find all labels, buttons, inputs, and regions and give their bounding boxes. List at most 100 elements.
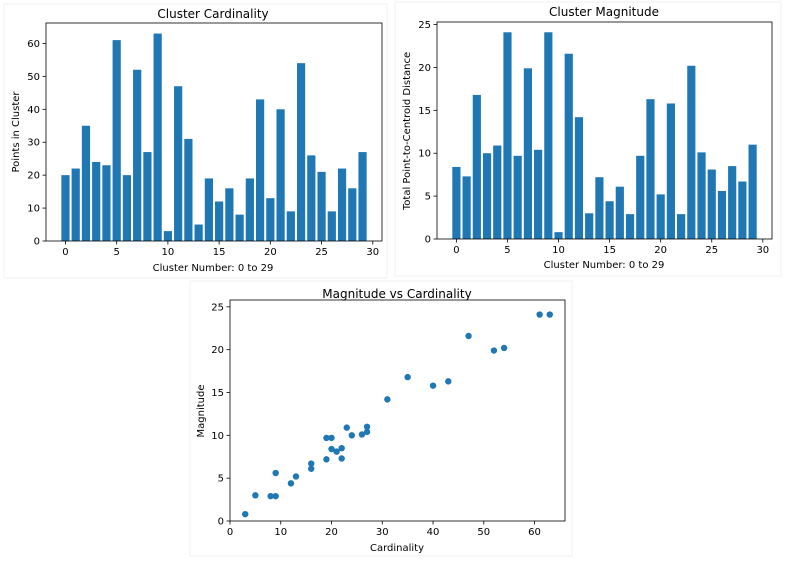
bar: [595, 177, 604, 239]
bar: [92, 161, 101, 241]
scatter-point: [242, 510, 249, 518]
bar: [215, 201, 224, 241]
y-tick-label: 5: [425, 192, 431, 203]
bar: [656, 194, 665, 239]
y-tick-label: 15: [418, 106, 431, 117]
bar: [204, 178, 213, 241]
bar: [666, 103, 675, 240]
bar: [266, 198, 275, 241]
x-tick-label: 50: [477, 527, 490, 538]
x-tick-label: 25: [315, 247, 328, 258]
axes-frame: [229, 299, 566, 522]
bar: [574, 117, 584, 239]
y-tick-label: 20: [27, 171, 40, 182]
x-tick-label: 5: [113, 247, 119, 258]
y-tick-label: 15: [211, 388, 224, 399]
x-tick-label: 20: [654, 245, 667, 256]
bar: [256, 99, 265, 241]
x-tick-label: 0: [62, 247, 68, 258]
axes-frame: [45, 22, 383, 242]
x-tick-label: 20: [264, 247, 277, 258]
bar: [71, 168, 80, 241]
bar: [717, 190, 727, 239]
bar: [513, 155, 522, 239]
chart-scatter: 0 10 20 30 40 50 60 0 5 10 15 20 25: [211, 299, 566, 538]
scatter-point: [429, 382, 437, 389]
bar: [337, 168, 347, 241]
bar: [605, 201, 614, 239]
bar: [112, 40, 121, 241]
scatter-point: [267, 492, 274, 500]
y-tick-label: 30: [27, 138, 40, 149]
scatter-point: [328, 445, 335, 453]
scatter-point: [536, 311, 543, 318]
bar: [317, 171, 326, 241]
bar: [697, 152, 706, 239]
y-tick-label: 60: [27, 39, 40, 50]
x-tick-label: 30: [756, 245, 769, 256]
y-tick-label: 25: [211, 302, 224, 313]
y-tick-label: 25: [418, 20, 431, 31]
x-tick-label: 10: [274, 527, 287, 538]
scatter-point: [404, 373, 411, 381]
x-tick-label: 0: [453, 245, 459, 256]
bar: [61, 175, 70, 241]
x-axis-label-cardinality: Cluster Number: 0 to 29: [153, 263, 274, 274]
bar: [276, 109, 285, 241]
bar: [327, 211, 336, 241]
bar: [636, 155, 645, 239]
bar: [358, 152, 367, 241]
scatter-point: [323, 456, 330, 463]
x-tick-label: 15: [603, 245, 616, 256]
bar: [646, 99, 655, 240]
x-tick-label: 60: [528, 527, 541, 538]
y-tick-label: 0: [218, 517, 224, 528]
scatter-point: [546, 311, 553, 318]
y-axis-label-scatter: Magnitude: [196, 385, 207, 438]
scatter-point: [252, 492, 259, 499]
bar: [564, 53, 573, 240]
bar: [748, 144, 757, 239]
bar: [728, 166, 737, 239]
x-tick-label: 5: [504, 245, 510, 256]
bar: [194, 224, 203, 241]
bar: [348, 188, 357, 241]
bar: [544, 32, 553, 239]
bar: [625, 214, 635, 239]
bar: [296, 63, 306, 241]
y-tick-label: 10: [211, 431, 224, 442]
bar: [174, 86, 183, 241]
bar: [472, 94, 481, 239]
y-tick-label: 0: [425, 235, 431, 246]
bar: [184, 138, 193, 241]
x-axis-label-scatter: Cardinality: [370, 543, 424, 554]
scatter-point: [338, 455, 345, 462]
scatter-point: [328, 434, 335, 442]
y-tick-label: 5: [218, 474, 224, 485]
scatter-point: [272, 492, 279, 500]
chart-magnitude: 0 5 10 15 20 25 30 0 5 10 15 20 25: [418, 20, 773, 256]
scatter-point: [384, 396, 391, 403]
bar: [163, 231, 172, 241]
y-tick-label: 20: [211, 345, 224, 356]
bar: [133, 69, 142, 242]
bar: [153, 33, 162, 241]
y-tick-label: 50: [27, 72, 40, 83]
bar: [143, 152, 152, 241]
x-tick-label: 30: [366, 247, 379, 258]
y-tick-label: 10: [27, 204, 40, 215]
x-tick-label: 40: [427, 527, 440, 538]
y-tick-label: 10: [418, 149, 431, 160]
bar: [102, 165, 111, 241]
scatter-point: [338, 444, 345, 452]
y-axis-label-cardinality: Points in Cluster: [11, 91, 22, 173]
bar: [307, 155, 316, 241]
scatter-point: [445, 378, 452, 385]
scatter-point: [343, 424, 350, 431]
scatter-point: [308, 465, 315, 472]
bar: [482, 153, 492, 239]
bar: [245, 178, 254, 241]
chart-title-magnitude: Cluster Magnitude: [549, 5, 659, 19]
bar: [687, 65, 696, 240]
